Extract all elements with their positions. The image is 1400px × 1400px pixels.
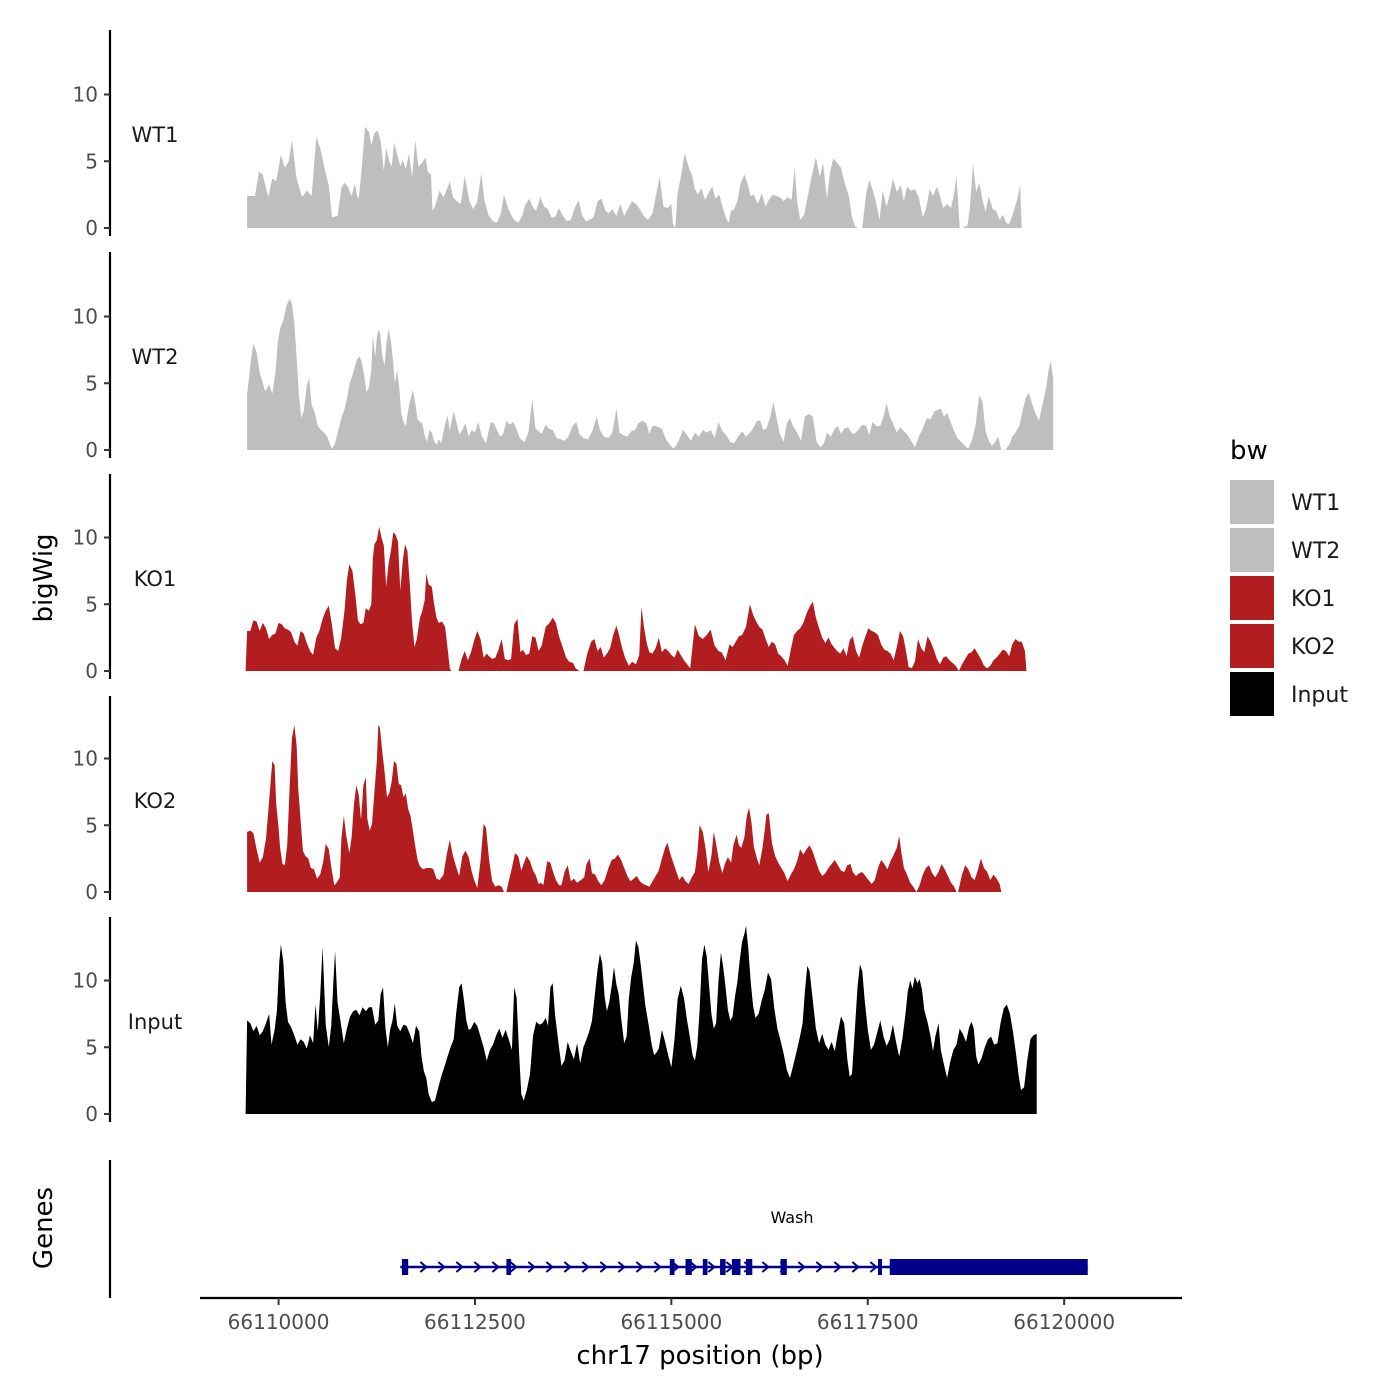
strand-arrow — [419, 1261, 428, 1273]
exon — [731, 1259, 741, 1275]
exon — [506, 1259, 512, 1275]
legend-entry-wt2: WT2 — [1230, 528, 1340, 572]
strand-arrow — [761, 1261, 770, 1273]
strand-arrow — [581, 1261, 590, 1273]
strand-arrow — [851, 1261, 860, 1273]
exon — [745, 1259, 753, 1275]
legend-swatch — [1230, 480, 1274, 524]
legend-swatch — [1230, 528, 1274, 572]
strand-arrow — [797, 1261, 806, 1273]
y-tick-label: 5 — [85, 371, 98, 395]
exon — [720, 1259, 726, 1275]
y-tick-label: 0 — [85, 659, 98, 683]
legend-label: WT2 — [1291, 539, 1340, 564]
area-ko1 — [245, 526, 1027, 671]
genes-axis-title: Genes — [29, 1187, 59, 1269]
x-tick-label: 66115000 — [620, 1310, 722, 1334]
strand-arrow — [473, 1261, 482, 1273]
area-wt1 — [247, 126, 1022, 228]
legend-label: KO1 — [1291, 587, 1336, 612]
legend-entry-wt1: WT1 — [1230, 480, 1340, 524]
legend-label: WT1 — [1291, 491, 1340, 516]
y-tick-label: 0 — [85, 880, 98, 904]
strand-arrow — [815, 1261, 824, 1273]
y-tick-label: 0 — [85, 216, 98, 240]
exon — [877, 1259, 882, 1275]
exon — [889, 1259, 1088, 1275]
track-label: WT2 — [132, 345, 179, 369]
track-panels: 0 5 10 WT1 0 5 10 WT2 0 5 10 KO1 0 5 10 KO2 0 5 10 Input — [73, 30, 1054, 1126]
area-ko2 — [247, 725, 1002, 892]
exon — [780, 1259, 787, 1275]
strand-arrow — [491, 1261, 500, 1273]
strand-arrow — [527, 1261, 536, 1273]
y-tick-label: 0 — [85, 438, 98, 462]
legend-title: bw — [1230, 436, 1268, 466]
legend-label: KO2 — [1291, 635, 1336, 660]
track-label: KO1 — [134, 567, 177, 591]
legend-entry-ko2: KO2 — [1230, 624, 1336, 668]
x-axis: 66110000 66112500 66115000 66117500 66120000 — [200, 1296, 1182, 1334]
y-tick-label: 0 — [85, 1102, 98, 1126]
exon — [669, 1259, 675, 1275]
legend-entries: WT1 WT2 KO1 KO2 Input — [1230, 480, 1348, 716]
strand-arrow — [545, 1261, 554, 1273]
y-tick-label: 5 — [85, 149, 98, 173]
legend-entry-ko1: KO1 — [1230, 576, 1336, 620]
strand-arrow — [455, 1261, 464, 1273]
strand-arrow — [599, 1261, 608, 1273]
strand-arrow — [869, 1261, 878, 1273]
strand-arrow — [635, 1261, 644, 1273]
strand-arrow — [509, 1261, 518, 1273]
track-label: KO2 — [134, 789, 177, 813]
exon — [685, 1259, 692, 1275]
x-axis-title: chr17 position (bp) — [576, 1341, 823, 1371]
y-tick-label: 5 — [85, 813, 98, 837]
strand-arrow — [563, 1261, 572, 1273]
track-label: WT1 — [132, 123, 179, 147]
exon — [401, 1259, 409, 1275]
legend-swatch — [1230, 672, 1274, 716]
genes-panel: Wash — [108, 1160, 1088, 1298]
legend-label: Input — [1291, 683, 1348, 708]
y-axis-title: bigWig — [29, 533, 59, 622]
legend-entry-input: Input — [1230, 672, 1348, 716]
track-ko2: 0 5 10 KO2 — [73, 696, 1002, 904]
x-tick-label: 66120000 — [1013, 1310, 1115, 1334]
strand-arrow — [707, 1261, 716, 1273]
strand-arrow — [833, 1261, 842, 1273]
legend-swatch — [1230, 624, 1274, 668]
strand-arrow — [617, 1261, 626, 1273]
y-tick-label: 5 — [85, 1035, 98, 1059]
strand-arrow — [653, 1261, 662, 1273]
x-tick-label: 66112500 — [424, 1310, 526, 1334]
y-tick-label: 10 — [73, 969, 98, 993]
track-label: Input — [128, 1010, 182, 1034]
gene-name-label: Wash — [770, 1208, 813, 1227]
y-tick-label: 10 — [73, 83, 98, 107]
track-wt2: 0 5 10 WT2 — [73, 252, 1054, 462]
legend-swatch — [1230, 576, 1274, 620]
track-wt1: 0 5 10 WT1 — [73, 30, 1022, 240]
track-input: 0 5 10 Input — [73, 917, 1037, 1126]
area-wt2 — [247, 299, 1054, 450]
y-tick-label: 10 — [73, 526, 98, 550]
strand-arrow — [437, 1261, 446, 1273]
y-tick-label: 10 — [73, 305, 98, 329]
x-tick-label: 66110000 — [228, 1310, 330, 1334]
track-ko1: 0 5 10 KO1 — [73, 474, 1027, 683]
y-tick-label: 5 — [85, 592, 98, 616]
area-input — [245, 925, 1037, 1114]
exon — [702, 1259, 708, 1275]
y-tick-label: 10 — [73, 747, 98, 771]
strand-arrow — [689, 1261, 698, 1273]
legend: bw WT1 WT2 KO1 KO2 Input — [1230, 436, 1348, 716]
x-tick-label: 66117500 — [817, 1310, 919, 1334]
